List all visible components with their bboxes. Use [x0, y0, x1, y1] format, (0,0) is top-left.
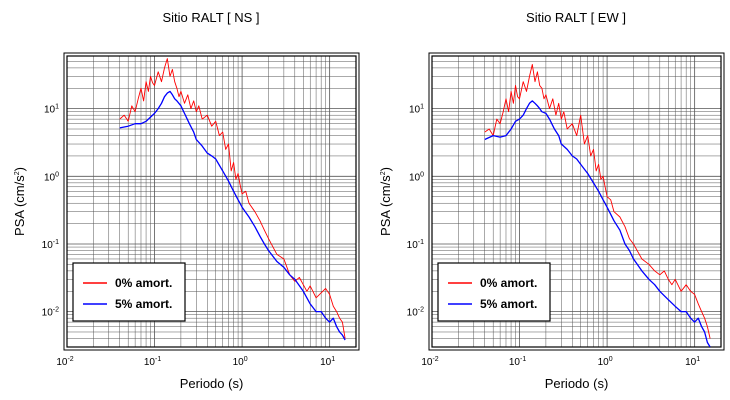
legend-box [437, 262, 551, 322]
y-tick-label: 10-2 [407, 307, 424, 319]
chart-title: Sitio RALT [ NS ] [162, 10, 259, 25]
legend-entry: 0% amort. [480, 276, 537, 290]
chart-panel-ew: Sitio RALT [ EW ] 10-2 10-1 100 101 10-2 10-1 1… [378, 10, 725, 391]
grid [66, 55, 357, 348]
x-tick-label: 101 [685, 356, 700, 368]
plot-frame-outer [63, 52, 360, 351]
y-tick-label: 10-2 [42, 307, 59, 319]
x-tick-label: 10-1 [509, 356, 526, 368]
legend-entry: 5% amort. [115, 297, 172, 311]
y-tick-label: 10-1 [42, 239, 59, 251]
series-line-amort-0 [484, 64, 711, 339]
y-tick-label: 101 [44, 104, 59, 116]
x-tick-label: 10-1 [144, 356, 161, 368]
plot-frame [66, 55, 357, 348]
x-tick-label: 100 [598, 356, 613, 368]
y-tick-label: 10-1 [407, 239, 424, 251]
y-tick-label: 100 [409, 171, 424, 183]
x-tick-label: 10-2 [421, 356, 438, 368]
series-line-amort-0 [119, 58, 346, 339]
chart-title: Sitio RALT [ EW ] [526, 10, 626, 25]
x-tick-label: 101 [320, 356, 335, 368]
legend-box [72, 262, 186, 322]
y-axis-label: PSA (cm/s2) [378, 167, 393, 236]
y-tick-label: 100 [44, 171, 59, 183]
x-axis-label: Periodo (s) [545, 376, 609, 391]
series-line-amort-5 [484, 100, 711, 347]
plot-frame [431, 55, 722, 348]
x-tick-label: 10-2 [56, 356, 73, 368]
legend-entry: 5% amort. [480, 297, 537, 311]
y-tick-label: 101 [409, 104, 424, 116]
x-tick-label: 100 [233, 356, 248, 368]
x-axis-label: Periodo (s) [180, 376, 244, 391]
chart-panel-ns: Sitio RALT [ NS ] 10-2 10-1 100 101 10-2 10-1 1… [12, 10, 360, 391]
legend: 0% amort. 5% amort. [72, 262, 186, 322]
plot-frame-outer [428, 52, 725, 351]
series-line-amort-5 [119, 90, 346, 341]
y-axis-label: PSA (cm/s2) [12, 167, 27, 236]
legend-entry: 0% amort. [115, 276, 172, 290]
legend: 0% amort. 5% amort. [437, 262, 551, 322]
